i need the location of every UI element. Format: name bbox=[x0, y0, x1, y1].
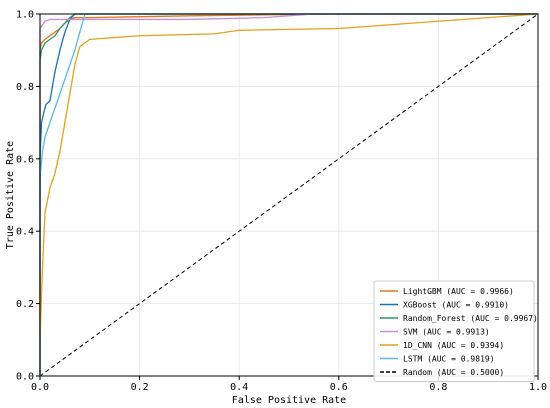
y-tick-label: 0.6 bbox=[16, 154, 34, 165]
legend-entry: LSTM (AUC = 0.9819) bbox=[403, 355, 495, 364]
y-tick-label: 0.2 bbox=[16, 299, 34, 310]
grid bbox=[39, 13, 539, 377]
legend-entry: Random_Forest (AUC = 0.9967) bbox=[403, 314, 538, 323]
y-tick-label: 0.4 bbox=[16, 227, 34, 238]
x-tick-label: 0.0 bbox=[31, 382, 49, 393]
y-tick-label: 1.0 bbox=[16, 10, 34, 21]
y-tick-label: 0.0 bbox=[16, 372, 34, 383]
y-tick-label: 0.8 bbox=[16, 82, 34, 93]
ticks: 0.0 0.2 0.4 0.6 0.8 1.0 0.0 0.2 0.4 0.6 0.8 1.0 bbox=[16, 10, 547, 394]
x-axis-label: False Positive Rate bbox=[232, 395, 346, 406]
legend-entry: LightGBM (AUC = 0.9966) bbox=[403, 287, 514, 296]
x-tick-label: 1.0 bbox=[529, 382, 547, 393]
legend-entry: 1D_CNN (AUC = 0.9394) bbox=[403, 341, 504, 350]
series-layer bbox=[39, 13, 539, 376]
plot-border bbox=[39, 13, 539, 377]
diagonal-layer bbox=[39, 13, 539, 377]
series-line bbox=[39, 13, 539, 376]
legend-entry: XGBoost (AUC = 0.9910) bbox=[403, 301, 509, 310]
legend-box bbox=[373, 280, 535, 382]
x-tick-label: 0.8 bbox=[429, 382, 447, 393]
x-tick-label: 0.4 bbox=[230, 382, 248, 393]
series-line bbox=[39, 13, 538, 376]
x-tick-label: 0.2 bbox=[131, 382, 149, 393]
y-axis-label: True Positive Rate bbox=[5, 141, 16, 249]
series-line bbox=[39, 13, 539, 377]
legend-entry: Random (AUC = 0.5000) bbox=[403, 368, 504, 377]
legend-entry: SVM (AUC = 0.9913) bbox=[403, 328, 490, 337]
series-line bbox=[39, 13, 538, 376]
legend: LightGBM (AUC = 0.9966) XGBoost (AUC = 0.… bbox=[373, 280, 538, 382]
x-tick-label: 0.6 bbox=[330, 382, 348, 393]
